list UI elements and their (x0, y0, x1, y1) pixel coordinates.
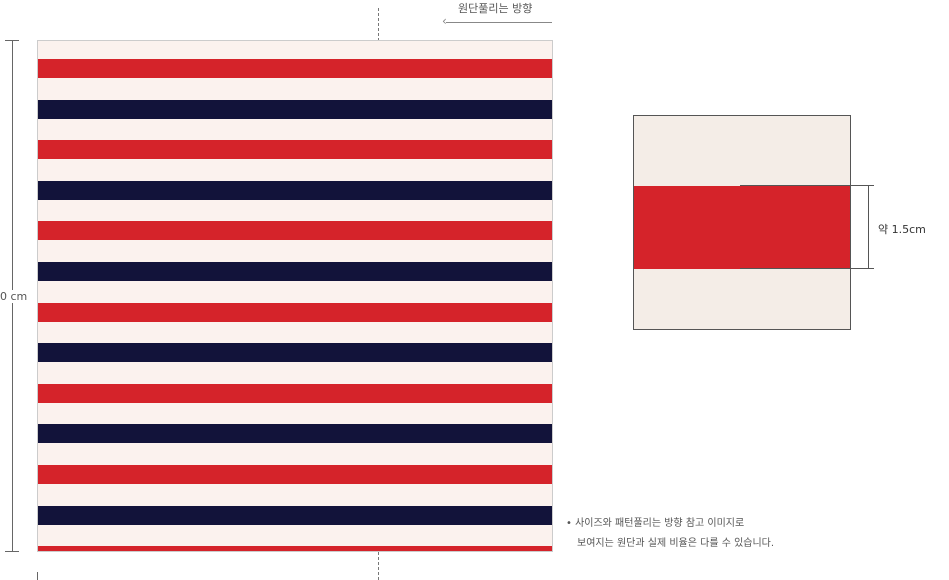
measure-bracket (868, 185, 869, 268)
navy-stripe (38, 424, 552, 444)
navy-stripe (38, 262, 552, 281)
measure-line (740, 185, 874, 186)
arrow-head-icon: ‹ (442, 14, 447, 28)
note-line-1: • 사이즈와 패턴풀리는 방향 참고 이미지로 (566, 518, 745, 529)
note-line-2: 보여지는 원단과 실제 비율은 다를 수 있습니다. (577, 538, 775, 549)
swatch-red-stripe (634, 186, 850, 269)
red-stripe (38, 140, 552, 160)
navy-stripe (38, 505, 552, 525)
up-arrow-icon: ^ (373, 0, 385, 10)
red-stripe (38, 221, 552, 241)
width-ruler-tick (37, 572, 38, 580)
red-stripe (38, 465, 552, 484)
measure-line (740, 268, 874, 269)
red-stripe (38, 546, 552, 551)
red-stripe (38, 302, 552, 322)
red-stripe (38, 383, 552, 403)
fabric-pattern (37, 40, 553, 552)
red-stripe (38, 59, 552, 78)
navy-stripe (38, 180, 552, 200)
ruler-tick (5, 40, 19, 41)
fabric-swatch (633, 115, 851, 330)
navy-stripe (38, 99, 552, 119)
swatch-width-label: 약 1.5cm (878, 223, 926, 236)
navy-stripe (38, 343, 552, 363)
ruler-tick (5, 551, 19, 552)
direction-arrow-icon (446, 22, 552, 23)
direction-label: 원단풀리는 방향 (458, 2, 533, 15)
height-label: 0 cm (0, 290, 28, 303)
